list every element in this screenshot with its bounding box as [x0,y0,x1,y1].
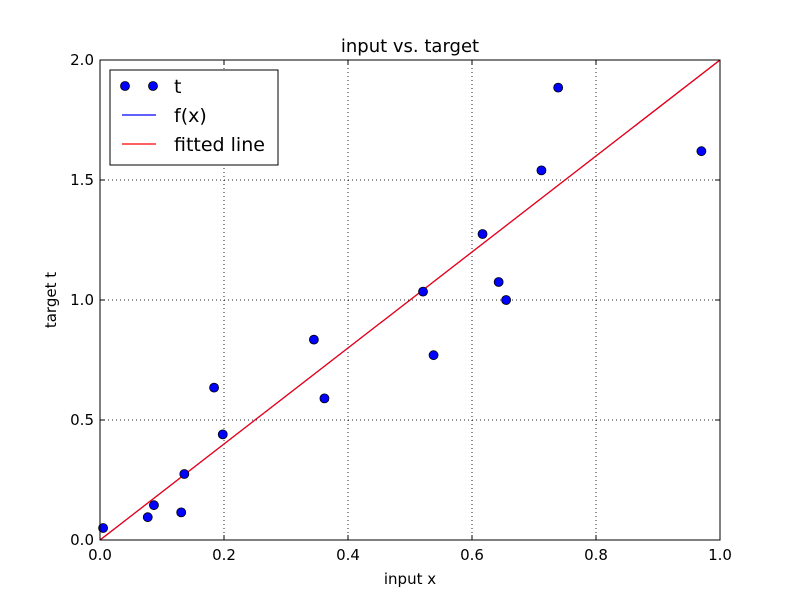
chart-title: input vs. target [341,36,479,57]
y-axis-label: target t [42,272,60,328]
y-tick-label: 2.0 [70,51,94,69]
data-point [179,469,190,479]
legend-box [109,69,279,166]
data-point [217,429,228,440]
data-layer [98,59,721,541]
legend-marker-t-1 [120,81,130,91]
legend-label-fx: f(x) [174,105,207,127]
legend-marker-t-2 [148,81,158,91]
data-point [418,286,428,297]
x-axis-label: input x [384,570,436,588]
x-tick-label: 0.2 [212,546,236,564]
y-tick-label: 0.5 [70,411,94,429]
x-tick-label: 0.8 [584,546,608,564]
legend: t f(x) fitted line [109,69,279,166]
legend-label-t: t [174,76,181,98]
y-tick-label: 1.5 [70,171,94,189]
data-point [149,500,159,511]
data-point [553,82,564,93]
data-point [536,165,547,176]
x-tick-label: 0.4 [336,546,360,564]
fitted-line [99,59,721,541]
data-point [98,523,108,533]
data-point [308,334,319,345]
data-point [319,393,330,404]
data-point [477,229,488,239]
data-point [142,512,153,523]
y-tick-label: 0.0 [70,531,94,549]
data-point [501,295,512,305]
x-tick-label: 1.0 [708,546,732,564]
data-point [209,382,219,393]
data-point [696,146,707,157]
x-tick-label: 0.6 [460,546,484,564]
data-point [493,277,504,287]
legend-label-fitted: fitted line [174,134,265,156]
x-tick-label: 0.0 [88,546,112,564]
data-point [428,350,439,361]
axis-ticks: 0.0 0.2 0.4 0.6 0.8 1.0 0.0 0.5 1.0 1.5 2.0 [70,51,732,564]
y-tick-label: 1.0 [70,291,94,309]
data-point [176,507,187,518]
